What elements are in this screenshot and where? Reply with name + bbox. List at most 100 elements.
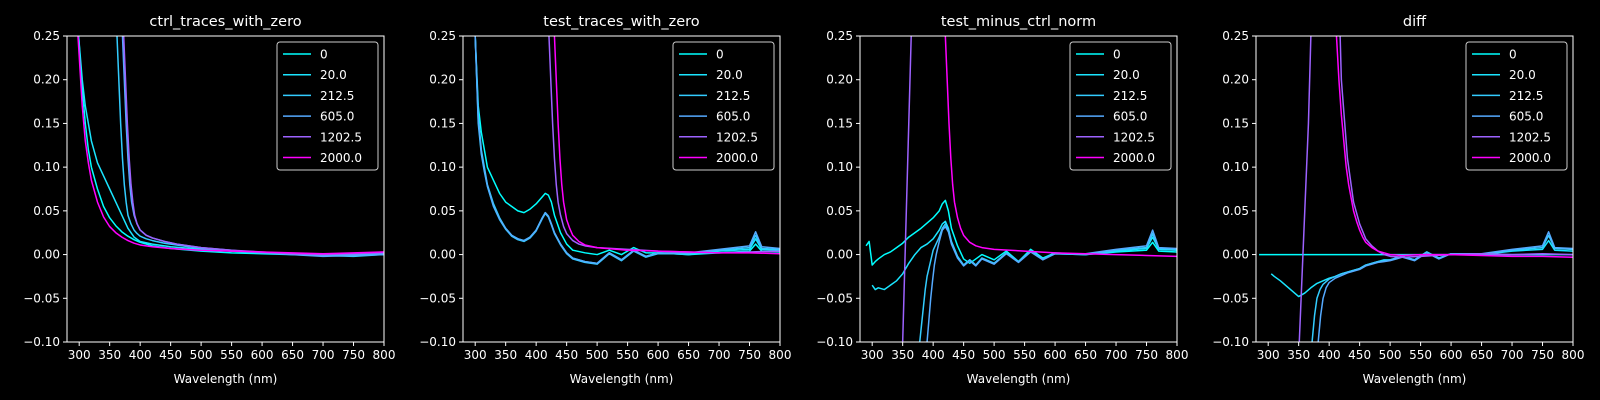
series-group xyxy=(77,36,384,258)
x-tick-label: 450 xyxy=(159,348,182,362)
y-tick-label: 0.15 xyxy=(826,116,853,130)
x-tick-label: 550 xyxy=(1409,348,1432,362)
y-tick-label: 0.05 xyxy=(33,204,60,218)
x-tick-label: 450 xyxy=(1348,348,1371,362)
legend-label: 0 xyxy=(320,48,328,62)
legend: 0 20.0 212.5 605.0 1202.5 2000.0 xyxy=(1465,41,1568,171)
y-tick-label: 0.00 xyxy=(826,248,853,262)
legend-label: 1202.5 xyxy=(716,130,758,144)
y-tick-label: 0.25 xyxy=(429,29,456,43)
legend-label: 2000.0 xyxy=(320,151,362,165)
y-tick-label: 0.25 xyxy=(1222,29,1249,43)
series-group xyxy=(865,36,1177,342)
y-tick-label: −0.05 xyxy=(419,291,456,305)
legend-label: 212.5 xyxy=(716,89,750,103)
x-tick-label: 750 xyxy=(1531,348,1554,362)
legend: 0 20.0 212.5 605.0 1202.5 2000.0 xyxy=(276,41,379,171)
chart-panel: 300 350 400 450 500 550 600 650 700 750 800 −0.10 −0… xyxy=(419,14,791,386)
y-tick-label: −0.10 xyxy=(816,335,853,349)
series-line xyxy=(77,36,384,255)
y-tick-label: 0.20 xyxy=(826,73,853,87)
x-axis-label: Wavelength (nm) xyxy=(570,372,674,386)
x-tick-label: 600 xyxy=(251,348,274,362)
x-axis-label: Wavelength (nm) xyxy=(1363,372,1467,386)
panel-title: test_traces_with_zero xyxy=(543,14,700,30)
y-tick-label: −0.10 xyxy=(419,335,456,349)
legend-label: 2000.0 xyxy=(1509,151,1551,165)
x-tick-label: 600 xyxy=(647,348,670,362)
x-tick-label: 600 xyxy=(1440,348,1463,362)
y-tick-label: 0.15 xyxy=(33,116,60,130)
legend-label: 605.0 xyxy=(320,110,354,124)
x-tick-label: 350 xyxy=(1287,348,1310,362)
series-line xyxy=(474,36,780,265)
x-tick-label: 300 xyxy=(68,348,91,362)
legend-label: 0 xyxy=(1509,48,1517,62)
panel-title: ctrl_traces_with_zero xyxy=(149,14,301,30)
chart-panel: 300 350 400 450 500 550 600 650 700 750 800 −0.10 −0… xyxy=(1212,14,1585,386)
y-tick-label: 0.00 xyxy=(1222,248,1249,262)
series-line xyxy=(1317,231,1573,342)
panel-title: diff xyxy=(1403,14,1427,30)
y-tick-label: 0.00 xyxy=(33,248,60,262)
legend-label: 605.0 xyxy=(1509,110,1543,124)
y-tick-label: 0.10 xyxy=(33,160,60,174)
y-tick-label: 0.20 xyxy=(429,73,456,87)
x-axis-label: Wavelength (nm) xyxy=(967,372,1071,386)
x-tick-label: 650 xyxy=(1470,348,1493,362)
series-line xyxy=(1298,36,1573,342)
x-tick-label: 800 xyxy=(1562,348,1585,362)
chart-panel: 300 350 400 450 500 550 600 650 700 750 800 −0.10 −0… xyxy=(816,14,1188,386)
x-tick-label: 800 xyxy=(769,348,792,362)
series-line xyxy=(926,225,1177,342)
x-tick-label: 400 xyxy=(525,348,548,362)
legend-label: 20.0 xyxy=(1113,68,1140,82)
y-tick-label: 0.20 xyxy=(33,73,60,87)
y-tick-label: −0.10 xyxy=(23,335,60,349)
plot-frame xyxy=(1255,35,1574,343)
y-tick-label: 0.05 xyxy=(1222,204,1249,218)
x-tick-label: 500 xyxy=(190,348,213,362)
series-line xyxy=(901,36,912,342)
legend-label: 1202.5 xyxy=(1113,130,1155,144)
x-tick-label: 400 xyxy=(1318,348,1341,362)
x-tick-label: 300 xyxy=(464,348,487,362)
series-group xyxy=(474,36,780,265)
y-tick-label: 0.10 xyxy=(429,160,456,174)
legend-label: 212.5 xyxy=(320,89,354,103)
x-tick-label: 450 xyxy=(555,348,578,362)
x-tick-label: 550 xyxy=(616,348,639,362)
x-tick-label: 500 xyxy=(586,348,609,362)
x-tick-label: 650 xyxy=(677,348,700,362)
x-tick-label: 600 xyxy=(1044,348,1067,362)
x-tick-label: 350 xyxy=(98,348,121,362)
legend-label: 0 xyxy=(716,48,724,62)
y-tick-label: 0.15 xyxy=(1222,116,1249,130)
x-tick-label: 300 xyxy=(861,348,884,362)
x-tick-label: 500 xyxy=(1379,348,1402,362)
plot-frame xyxy=(66,35,385,343)
x-tick-label: 750 xyxy=(1135,348,1158,362)
x-tick-label: 450 xyxy=(952,348,975,362)
y-tick-label: 0.25 xyxy=(826,29,853,43)
legend-label: 605.0 xyxy=(1113,110,1147,124)
x-tick-label: 650 xyxy=(281,348,304,362)
panel-title: test_minus_ctrl_norm xyxy=(941,14,1096,30)
chart-panel: 300 350 400 450 500 550 600 650 700 750 800 −0.10 −0… xyxy=(23,14,395,386)
y-tick-label: 0.05 xyxy=(429,204,456,218)
y-tick-label: −0.05 xyxy=(23,291,60,305)
legend-label: 1202.5 xyxy=(320,130,362,144)
y-tick-label: 0.25 xyxy=(33,29,60,43)
legend: 0 20.0 212.5 605.0 1202.5 2000.0 xyxy=(672,41,775,171)
x-tick-label: 550 xyxy=(1013,348,1036,362)
y-tick-label: 0.10 xyxy=(1222,160,1249,174)
y-tick-label: −0.05 xyxy=(1212,291,1249,305)
legend-label: 0 xyxy=(1113,48,1121,62)
y-tick-label: 0.00 xyxy=(429,248,456,262)
legend-label: 20.0 xyxy=(1509,68,1536,82)
y-tick-label: 0.20 xyxy=(1222,73,1249,87)
x-tick-label: 750 xyxy=(738,348,761,362)
y-tick-label: 0.15 xyxy=(429,116,456,130)
